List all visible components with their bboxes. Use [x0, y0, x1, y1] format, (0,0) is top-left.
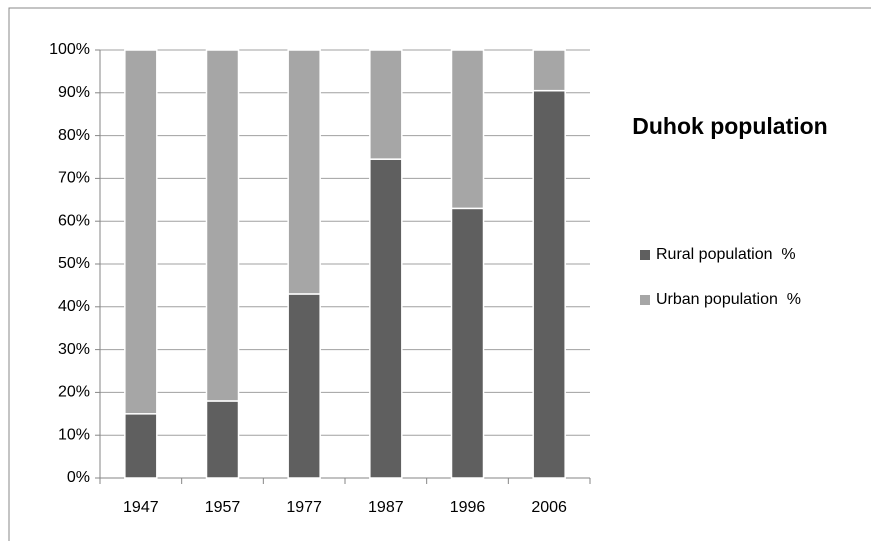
bar-segment [532, 89, 566, 479]
legend-swatch [640, 250, 650, 260]
x-tick-label: 2006 [531, 499, 567, 516]
y-tick-label: 100% [49, 41, 90, 58]
x-tick-label: 1947 [123, 499, 159, 516]
bar-segment [369, 158, 403, 479]
y-tick-label: 10% [58, 426, 90, 443]
x-tick-label: 1996 [450, 499, 486, 516]
legend-label: Rural population % [656, 246, 796, 263]
y-tick-label: 60% [58, 212, 90, 229]
y-tick-label: 30% [58, 341, 90, 358]
chart-frame [8, 7, 871, 541]
bar-segment [124, 49, 158, 415]
bar-segment [450, 207, 485, 479]
x-tick-label: 1987 [368, 499, 404, 516]
y-tick-label: 20% [58, 384, 90, 401]
chart-title: Duhok population [632, 113, 827, 139]
x-tick-label: 1957 [205, 499, 241, 516]
y-tick-label: 90% [58, 84, 90, 101]
bar-segment [450, 49, 485, 210]
bar-segment [532, 49, 566, 92]
y-tick-label: 50% [58, 255, 90, 272]
bar-segment [124, 413, 158, 479]
y-tick-label: 80% [58, 127, 90, 144]
bar-segment [205, 49, 240, 402]
y-tick-label: 70% [58, 170, 90, 187]
x-tick-label: 1977 [286, 499, 322, 516]
bar-segment [287, 293, 321, 479]
bar-segment [369, 49, 403, 160]
legend-swatch [640, 295, 650, 305]
bar-segment [287, 49, 321, 295]
y-tick-label: 0% [67, 469, 90, 486]
y-tick-label: 40% [58, 298, 90, 315]
bar-segment [205, 400, 240, 479]
legend-label: Urban population % [656, 291, 801, 308]
